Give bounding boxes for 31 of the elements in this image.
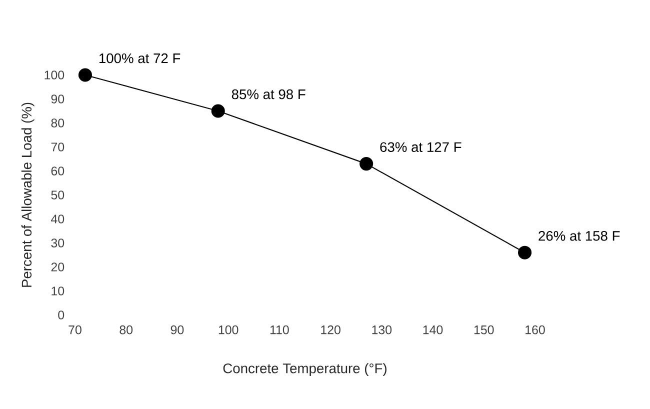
x-axis-title: Concrete Temperature (°F) (223, 363, 386, 376)
annotation: 26% at 158 F (538, 231, 620, 241)
y-tick-label: 70 (51, 142, 64, 152)
x-tick-label: 150 (474, 325, 494, 334)
y-tick-label: 60 (51, 166, 64, 176)
y-tick-label: 20 (51, 262, 64, 272)
point (360, 157, 374, 171)
x-tick-label: 110 (270, 325, 289, 334)
annotation: 63% at 127 F (380, 142, 462, 152)
x-tick-label: 70 (68, 325, 82, 334)
y-tick-label: 10 (52, 286, 64, 296)
point (211, 104, 225, 118)
annotation: 100% at 72 F (99, 53, 180, 64)
y-tick-label: 80 (51, 118, 64, 128)
x-tick-label: 130 (372, 325, 392, 334)
y-tick-label: 30 (51, 238, 64, 248)
point (518, 246, 532, 260)
x-tick-label: 90 (170, 325, 184, 334)
x-tick-label: 140 (423, 325, 443, 334)
x-tick-label: 80 (120, 325, 133, 334)
x-tick-label: 160 (526, 325, 545, 334)
point (78, 68, 92, 82)
y-tick-label: 90 (51, 94, 64, 104)
y-tick-label: 50 (51, 190, 64, 200)
annotation: 85% at 98 F (232, 89, 306, 100)
y-axis-title: Percent of Allowable Load (%) (21, 102, 34, 287)
x-tick-label: 100 (218, 325, 238, 334)
y-tick-label: 100 (44, 70, 64, 80)
y-tick-label: 40 (51, 214, 64, 224)
x-tick-label: 120 (321, 325, 340, 334)
y-tick-label: 0 (58, 310, 64, 320)
